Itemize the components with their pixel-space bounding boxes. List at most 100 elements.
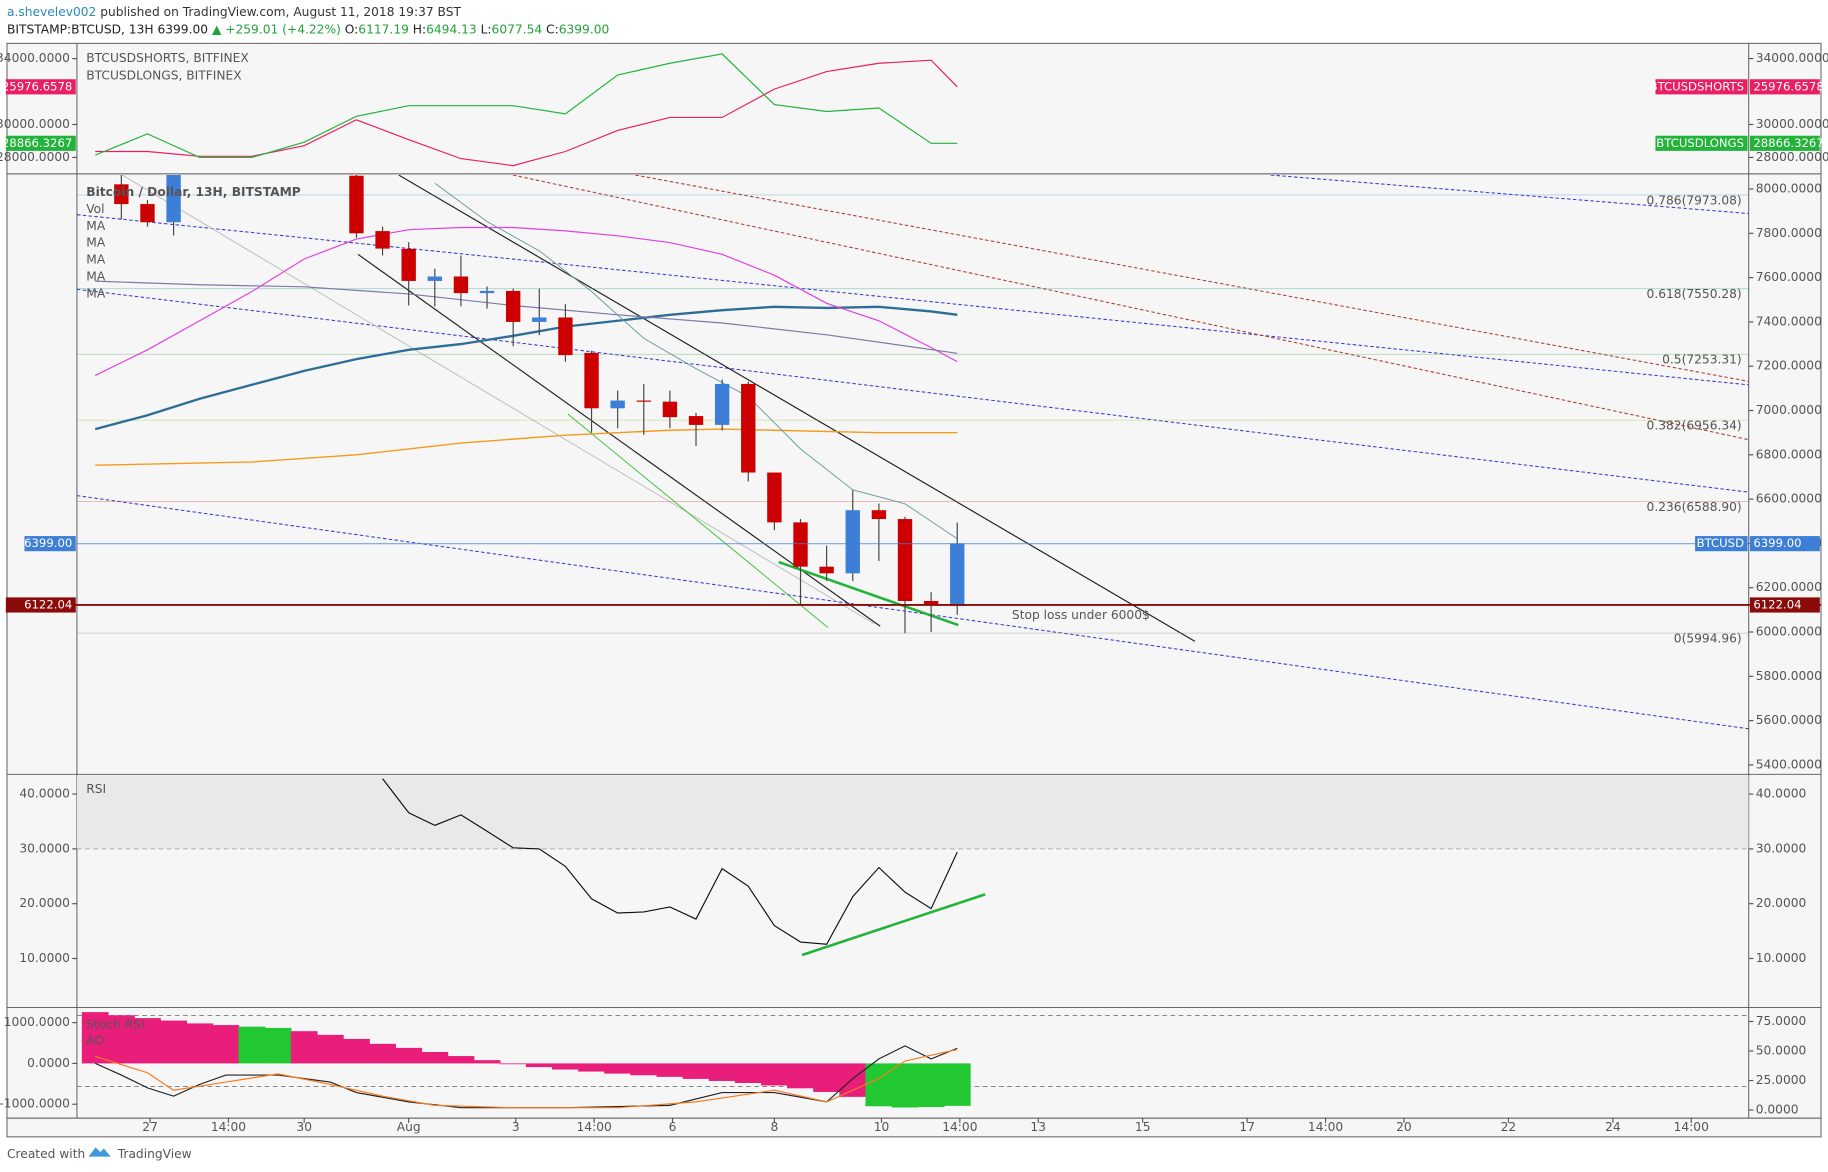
candle-body: [532, 317, 547, 322]
ao-bar: [760, 1063, 788, 1086]
last-price: 6399.00: [157, 22, 208, 36]
drawings: [76, 175, 1749, 730]
ao-bar: [107, 1015, 135, 1064]
ao-bar: [316, 1034, 344, 1064]
series-badge-bg: [1655, 135, 1748, 151]
ao-bar: [552, 1063, 579, 1070]
ao-bar: [421, 1051, 449, 1064]
y-tick-label: 20.0000: [19, 896, 70, 910]
x-tick-label: 14:00: [577, 1120, 612, 1134]
ao-bar: [682, 1063, 710, 1079]
y-tick-label: 5800.0000: [1756, 669, 1822, 683]
author[interactable]: a.shevelev002: [7, 4, 96, 18]
series-line: [434, 182, 958, 540]
candle-body: [871, 510, 887, 520]
legend-item: AO: [86, 1034, 104, 1048]
legend-item: Stoch RSI: [86, 1017, 144, 1031]
x-tick-label: 17: [1239, 1120, 1255, 1134]
pane-title: Bitcoin / Dollar, 13H, BITSTAMP: [86, 185, 301, 199]
x-tick-label: 24: [1605, 1120, 1621, 1134]
header-line: a.shevelev002 published on TradingView.c…: [7, 4, 461, 18]
candle-body: [558, 317, 573, 356]
trend-line: [76, 288, 1749, 493]
x-tick-label: 10: [874, 1120, 890, 1134]
ao-bar: [917, 1063, 945, 1108]
ohlc-label: H:: [413, 22, 426, 36]
value-badge: 25976.6578: [1753, 79, 1823, 93]
tradingview-logo: [88, 1147, 111, 1157]
candle-body: [505, 290, 521, 322]
ohlc-value: 6077.54: [492, 22, 543, 36]
y-tick-label: 28000.0000: [0, 150, 70, 164]
fib-label: 0.5(7253.31): [1662, 353, 1742, 367]
channel-line: [357, 253, 881, 627]
candle-body: [140, 204, 155, 223]
ao-bar: [447, 1056, 475, 1064]
candle-body: [636, 400, 651, 402]
candle-body: [950, 543, 965, 607]
trend-line: [76, 214, 1749, 386]
trend-line: [635, 175, 1749, 382]
ao-bar: [369, 1043, 396, 1064]
ao-bar: [943, 1063, 971, 1106]
fib-label: 0(5994.96): [1674, 631, 1742, 645]
stop-annotation: Stop loss under 6000$: [1012, 608, 1150, 622]
series-badge-bg: [1655, 79, 1748, 95]
series-line: [382, 778, 958, 945]
change: ▲ +259.01 (+4.22%): [212, 22, 341, 36]
series-line: [95, 1048, 958, 1109]
ohlc-value: 6494.13: [426, 22, 477, 36]
ao-bar: [186, 1023, 214, 1064]
ao-bar: [525, 1063, 553, 1068]
ao-bar: [212, 1025, 240, 1064]
legend-item: Vol: [86, 202, 104, 216]
y-tick-label: 5600.0000: [1756, 713, 1822, 727]
trend-line: [567, 413, 829, 628]
ao-bar: [630, 1063, 658, 1076]
trend-line: [512, 175, 1749, 441]
ao-bar: [839, 1063, 867, 1097]
symbol: BITSTAMP:BTCUSD, 13H: [7, 22, 154, 36]
x-tick-label: 14:00: [1674, 1120, 1709, 1134]
footer-brand[interactable]: TradingView: [117, 1147, 192, 1161]
price-badge: 6399.00: [1753, 536, 1801, 550]
legend-item: MA: [86, 236, 106, 250]
candle-body: [923, 601, 939, 606]
candle-body: [584, 352, 599, 409]
value-badge-bg: [5, 79, 76, 95]
series-badge: BTCUSDSHORTS: [1650, 79, 1744, 93]
published: published on TradingView.com, August 11,…: [100, 4, 461, 18]
value-badge-bg: [1749, 135, 1820, 151]
x-tick-label: Aug: [397, 1120, 421, 1134]
x-tick-label: 13: [1030, 1120, 1046, 1134]
y-tick-label: 30000.0000: [0, 117, 70, 131]
ohlc-label: C:: [546, 22, 559, 36]
fib-label: 0.618(7550.28): [1647, 287, 1742, 301]
fib-label: 0.236(6588.90): [1647, 500, 1742, 514]
y-tick-label: 10.0000: [19, 951, 70, 965]
y-tick-label: 7000.0000: [1756, 403, 1822, 417]
x-tick-label: 6: [669, 1120, 677, 1134]
ohlc-value: 6117.19: [358, 22, 409, 36]
y-tick-label: -1000.0000: [0, 1097, 70, 1111]
time-axis: [6, 1117, 1822, 1138]
candle-body: [349, 175, 364, 234]
ao-bar: [813, 1063, 841, 1092]
ao-bar: [865, 1063, 893, 1107]
y-tick-label: 50.0000: [1756, 1044, 1807, 1058]
y-tick-label: 6200.0000: [1756, 580, 1822, 594]
ao-bar: [343, 1038, 370, 1064]
x-tick-label: 8: [770, 1120, 778, 1134]
ao-bar: [656, 1063, 684, 1077]
candle-body: [479, 290, 495, 294]
ao-bar: [290, 1031, 318, 1064]
candle-body: [793, 522, 808, 567]
series-line: [94, 226, 958, 376]
ao-bar: [604, 1063, 632, 1074]
x-tick-label: 27: [142, 1120, 158, 1134]
ao-bar: [787, 1063, 814, 1089]
fib-label: 0.382(6956.34): [1647, 419, 1742, 433]
x-tick-label: 15: [1135, 1120, 1151, 1134]
